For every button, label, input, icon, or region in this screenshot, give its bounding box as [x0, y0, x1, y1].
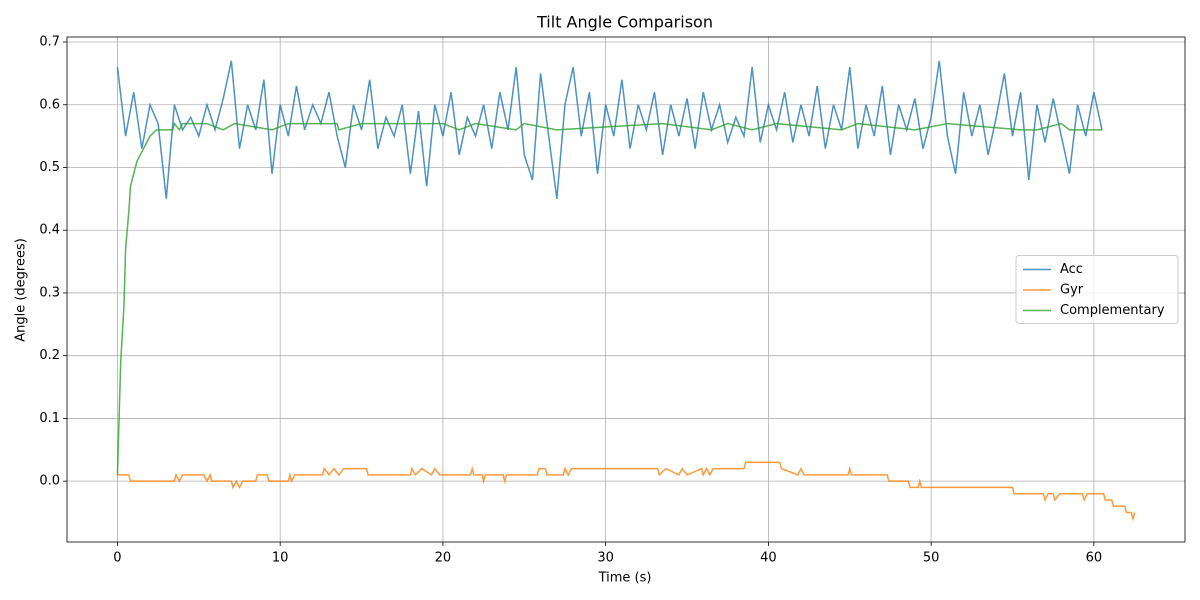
x-tick-label: 10 [272, 551, 289, 566]
y-tick-label: 0.6 [39, 97, 60, 112]
y-tick-label: 0.5 [39, 160, 60, 175]
plot-frame [66, 36, 1186, 543]
legend-label: Gyr [1060, 283, 1084, 298]
y-axis-label: Angle (degrees) [14, 238, 29, 342]
y-tick-label: 0.2 [39, 348, 60, 363]
y-tick-label: 0.0 [39, 474, 60, 489]
y-tick-label: 0.7 [39, 35, 60, 50]
legend-label: Acc [1060, 262, 1083, 277]
x-axis-label: Time (s) [598, 571, 652, 586]
x-tick-label: 50 [923, 551, 940, 566]
legend: Acc Gyr Complementary [1015, 255, 1179, 324]
chart-title: Tilt Angle Comparison [536, 13, 713, 32]
x-tick-label: 30 [597, 551, 614, 566]
x-tick-label: 20 [435, 551, 452, 566]
data-line [117, 461, 1136, 522]
y-tick-label: 0.1 [39, 411, 60, 426]
x-tick-label: 60 [1086, 551, 1103, 566]
x-tick-label: 40 [760, 551, 777, 566]
y-tick-label: 0.3 [39, 285, 60, 300]
data-line [116, 60, 1103, 199]
x-tick-label: 0 [113, 551, 121, 566]
data-line [116, 121, 1102, 475]
legend-box [1015, 255, 1179, 324]
y-tick-label: 0.4 [39, 223, 60, 238]
legend-label: Complementary [1060, 303, 1165, 318]
